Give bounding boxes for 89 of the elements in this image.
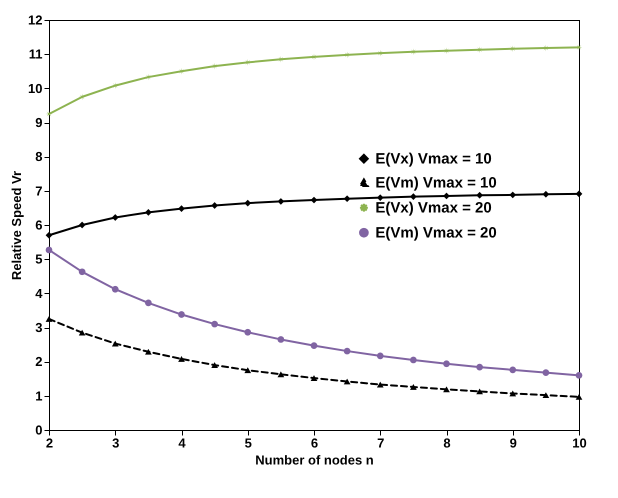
y-tick-label: 7	[35, 183, 42, 198]
y-tick-label: 4	[35, 286, 44, 301]
point	[542, 190, 550, 198]
point	[178, 356, 185, 362]
point	[410, 356, 417, 364]
point	[278, 56, 284, 63]
y-tick-label: 10	[28, 80, 42, 96]
point	[178, 68, 185, 75]
point	[542, 44, 550, 52]
y-tick-label: 9	[35, 115, 42, 130]
point	[443, 47, 450, 54]
point	[376, 194, 384, 202]
point	[344, 348, 350, 354]
point	[476, 192, 483, 199]
point	[78, 268, 86, 276]
legend-label: E(Vx) Vmax = 20	[375, 200, 492, 217]
point	[310, 375, 318, 381]
point	[310, 196, 318, 204]
point	[476, 364, 483, 370]
y-tick-label: 1	[35, 388, 42, 404]
point	[344, 195, 350, 202]
x-tick-label: 8	[443, 436, 451, 450]
y-axis-title: Relative Speed Vr	[9, 170, 24, 280]
point	[509, 192, 516, 198]
legend-label: E(Vx) Vmax = 10	[375, 150, 492, 168]
point	[509, 366, 516, 374]
point	[576, 372, 582, 379]
x-tick-label: 6	[310, 436, 318, 450]
point	[410, 48, 417, 56]
point	[46, 232, 52, 239]
point	[576, 394, 582, 400]
point	[443, 386, 450, 392]
point	[112, 214, 119, 221]
point	[443, 192, 450, 200]
point	[576, 190, 582, 198]
point	[112, 286, 119, 293]
point	[145, 209, 152, 216]
x-tick-label: 3	[112, 436, 120, 450]
point	[509, 390, 516, 396]
y-tick-label: 6	[35, 218, 42, 232]
point	[542, 369, 550, 376]
point	[443, 360, 450, 368]
point	[310, 342, 318, 349]
point	[278, 336, 284, 343]
point	[145, 300, 152, 306]
x-tick-label: 5	[244, 436, 252, 450]
point	[476, 388, 483, 394]
y-tick-label: 8	[35, 149, 42, 164]
x-tick-label: 10	[572, 436, 587, 450]
point	[542, 392, 550, 398]
point	[278, 371, 284, 378]
point	[211, 320, 218, 328]
point	[244, 328, 252, 336]
point	[178, 311, 185, 318]
point	[211, 62, 218, 70]
y-tick-label: 3	[35, 320, 42, 335]
point	[46, 316, 52, 322]
point	[145, 348, 152, 355]
x-tick-label: 2	[46, 436, 54, 450]
point	[410, 384, 417, 390]
y-tick-label: 11	[28, 46, 42, 62]
point	[376, 352, 384, 360]
x-tick-label: 9	[510, 436, 517, 450]
point	[278, 198, 284, 205]
point	[244, 367, 252, 374]
x-tick-label: 7	[377, 436, 384, 450]
point	[244, 200, 252, 206]
point	[112, 340, 119, 346]
point	[476, 46, 483, 54]
point	[78, 330, 86, 336]
point	[344, 378, 350, 384]
point	[211, 202, 218, 209]
point	[145, 74, 152, 80]
point	[78, 94, 86, 100]
y-tick-label: 0	[35, 422, 42, 438]
y-tick-label: 5	[35, 252, 42, 267]
point	[376, 382, 384, 388]
x-axis-title: Number of nodes n	[255, 452, 374, 468]
legend-label: E(Vm) Vmax = 10	[375, 174, 497, 192]
point	[46, 246, 52, 254]
x-tick-label: 4	[178, 436, 186, 450]
point	[344, 51, 350, 58]
point	[178, 205, 185, 212]
legend-label: E(Vm) Vmax = 20	[375, 224, 497, 242]
point	[78, 222, 86, 228]
y-tick-label: 12	[28, 12, 42, 28]
point	[410, 193, 417, 200]
point	[211, 362, 218, 368]
y-tick-label: 2	[35, 354, 42, 370]
